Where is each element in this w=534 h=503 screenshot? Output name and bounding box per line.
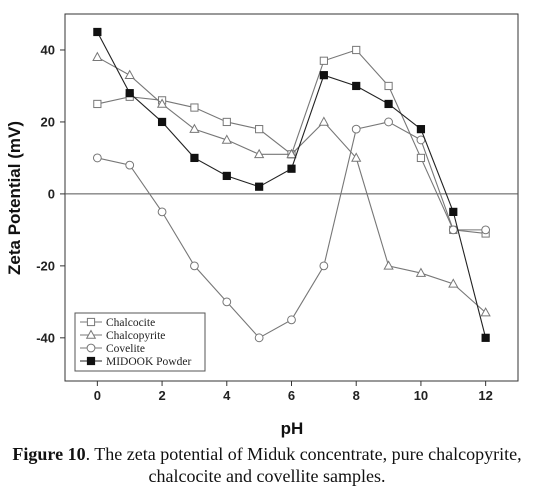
data-point: [318, 116, 330, 126]
y-tick-label: 0: [48, 186, 55, 201]
zeta-potential-chart: 0 2 4 6 8 10 12 -40 -20 0 20 40 ChalcociteChalcopyr…: [5, 13, 519, 438]
data-point: [92, 153, 102, 163]
data-point: [286, 148, 297, 159]
series-covelite: [92, 117, 491, 343]
series-midook-powder: [93, 27, 490, 342]
axis-ticks: 0 2 4 6 8 10 12 -40 -20 0 20 40: [36, 42, 493, 403]
data-point: [222, 297, 232, 307]
legend-marker: [86, 356, 96, 366]
data-point: [448, 278, 459, 288]
legend-label: Chalcocite: [106, 317, 155, 329]
x-tick-label: 2: [158, 388, 165, 403]
data-point: [124, 69, 135, 79]
data-point: [125, 160, 135, 170]
x-tick-label: 12: [478, 388, 492, 403]
data-point: [319, 261, 329, 271]
data-point: [481, 225, 491, 235]
x-axis-title: pH: [281, 419, 304, 438]
caption-text: . The zeta potential of Miduk concentrat…: [85, 444, 522, 486]
data-point: [352, 81, 361, 91]
data-point: [416, 125, 426, 134]
data-point: [287, 315, 296, 325]
series-chalcocite: [93, 45, 490, 238]
x-tick-label: 6: [288, 388, 295, 403]
x-tick-label: 10: [414, 388, 428, 403]
legend-label: Covelite: [106, 343, 145, 355]
data-point: [93, 27, 102, 37]
data-point: [384, 99, 393, 109]
series-line: [97, 49, 486, 235]
x-tick-label: 0: [94, 388, 101, 403]
legend-label: Chalcopyrite: [106, 330, 165, 342]
data-point: [415, 267, 427, 277]
data-point: [190, 103, 199, 112]
data-point: [254, 333, 264, 343]
data-point: [222, 171, 231, 181]
data-point: [449, 207, 458, 216]
data-point: [351, 152, 362, 162]
y-tick-label: 40: [41, 42, 55, 57]
data-point: [287, 164, 296, 173]
legend-marker: [86, 317, 96, 327]
data-point: [190, 261, 199, 271]
data-point: [125, 89, 134, 98]
data-point: [189, 123, 200, 133]
caption-label: Figure 10: [12, 444, 86, 464]
data-point: [448, 225, 458, 235]
legend-marker: [85, 329, 97, 339]
data-point: [352, 45, 361, 55]
data-point: [319, 56, 328, 65]
data-point: [384, 81, 393, 91]
data-point: [416, 153, 426, 163]
data-point: [190, 153, 199, 163]
figure-caption: Figure 10. The zeta potential of Miduk c…: [0, 443, 534, 487]
data-point: [157, 117, 167, 127]
series-line: [97, 56, 487, 314]
series-line: [96, 31, 487, 338]
legend-item: MIDOOK Powder: [80, 356, 191, 368]
x-tick-label: 8: [353, 388, 360, 403]
data-point: [319, 71, 328, 80]
legend-box: [74, 312, 206, 372]
data-point: [253, 148, 265, 159]
legend-marker: [86, 343, 96, 353]
legend-item: Chalcocite: [80, 317, 155, 329]
y-tick-label: -20: [36, 258, 55, 273]
y-tick-label: 20: [41, 114, 55, 129]
data-point: [383, 260, 394, 270]
y-tick-label: -40: [36, 330, 55, 345]
data-point: [481, 333, 490, 342]
data-point: [384, 117, 393, 127]
x-tick-label: 4: [223, 388, 231, 403]
data-point: [157, 207, 167, 217]
data-point: [93, 99, 102, 109]
data-point: [221, 134, 232, 144]
series-chalcopyrite: [92, 51, 491, 317]
data-point: [222, 117, 231, 127]
y-axis-title: Zeta Potential (mV): [5, 121, 24, 275]
series-layer: [92, 27, 491, 343]
data-point: [255, 125, 264, 134]
legend-item: Chalcopyrite: [80, 329, 165, 342]
legend-item: Covelite: [80, 343, 145, 355]
data-point: [156, 98, 168, 108]
legend-label: MIDOOK Powder: [106, 356, 191, 368]
data-point: [255, 182, 264, 191]
data-point: [351, 124, 361, 134]
data-point: [480, 307, 491, 317]
data-point: [92, 51, 103, 61]
